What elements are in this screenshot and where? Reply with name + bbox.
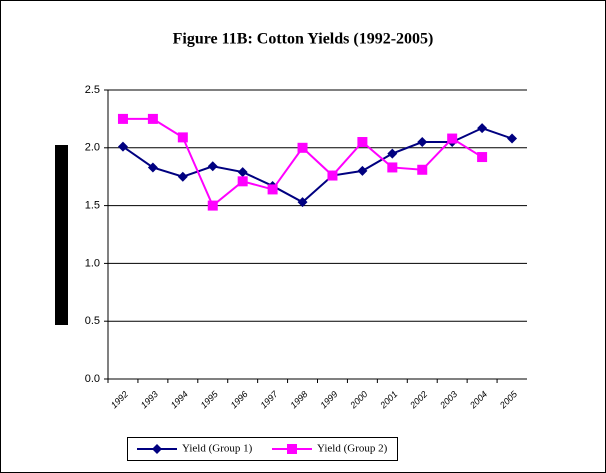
data-point: [387, 148, 398, 159]
data-point: [507, 133, 518, 144]
redacted-axis-label: [55, 145, 68, 325]
data-point: [387, 162, 398, 173]
data-point: [417, 137, 428, 148]
data-point: [237, 167, 248, 178]
data-point: [447, 133, 458, 144]
data-point: [297, 197, 308, 208]
chart-title: Figure 11B: Cotton Yields (1992-2005): [173, 31, 434, 48]
data-point: [147, 162, 158, 173]
data-point: [297, 142, 308, 153]
data-point: [267, 184, 278, 195]
legend-marker: [287, 444, 297, 454]
y-tick-label: 0.5: [85, 315, 100, 327]
legend-label: Yield (Group 1): [182, 443, 253, 455]
legend-label: Yield (Group 2): [317, 443, 388, 455]
data-point: [477, 123, 488, 134]
data-point: [117, 113, 128, 124]
data-point: [357, 165, 368, 176]
y-tick-label: 1.0: [85, 257, 100, 269]
y-tick-label: 2.5: [85, 84, 100, 96]
data-point: [417, 164, 428, 175]
data-point: [177, 171, 188, 182]
y-tick-label: 1.5: [85, 200, 100, 212]
data-point: [117, 141, 128, 152]
data-point: [147, 113, 158, 124]
legend-marker: [152, 444, 162, 454]
data-point: [357, 137, 368, 148]
data-point: [477, 152, 488, 163]
data-point: [207, 200, 218, 211]
legend-box: [127, 437, 398, 461]
y-tick-label: 2.0: [85, 142, 100, 154]
data-point: [327, 170, 338, 181]
y-tick-label: 0.0: [85, 373, 100, 385]
data-point: [237, 176, 248, 187]
data-point: [177, 132, 188, 143]
data-point: [207, 161, 218, 172]
